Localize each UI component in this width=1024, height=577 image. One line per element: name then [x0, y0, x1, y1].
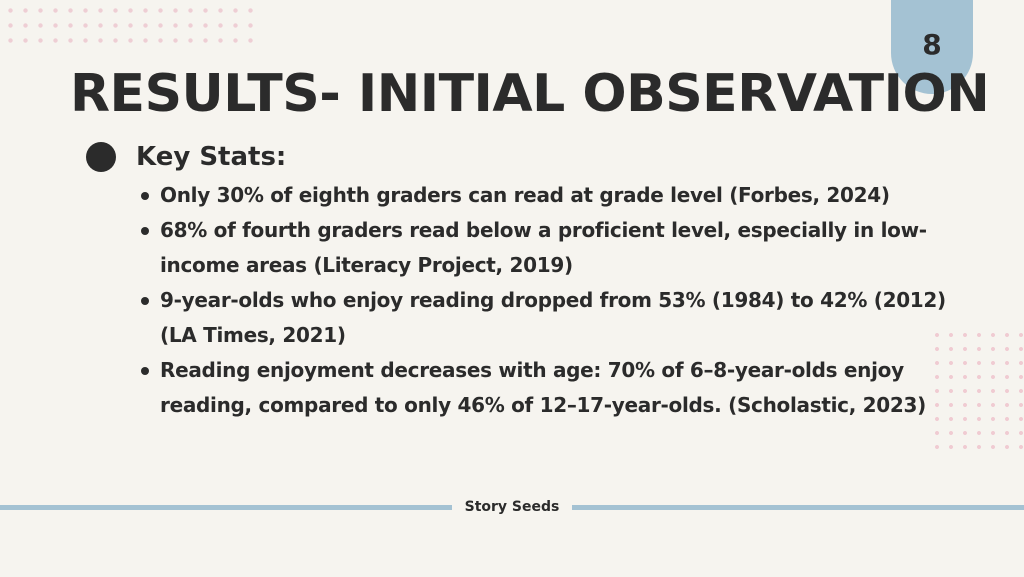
decorative-dots-right	[928, 326, 1024, 456]
footer-label: Story Seeds	[464, 499, 560, 515]
bullet-icon	[141, 367, 149, 375]
stat-item: 9-year-olds who enjoy reading dropped fr…	[141, 283, 960, 353]
stat-item: 68% of fourth graders read below a profi…	[141, 213, 960, 283]
bullet-icon	[141, 192, 149, 200]
bullet-icon	[141, 227, 149, 235]
stats-list: Only 30% of eighth graders can read at g…	[141, 178, 960, 423]
stat-text: 9-year-olds who enjoy reading dropped fr…	[160, 288, 946, 347]
footer-divider-right	[572, 505, 1024, 510]
stat-text: Only 30% of eighth graders can read at g…	[160, 183, 890, 207]
bullet-icon	[86, 142, 116, 172]
stat-text: Reading enjoyment decreases with age: 70…	[160, 358, 926, 417]
key-stats-label: Key Stats:	[136, 142, 287, 172]
bullet-icon	[141, 297, 149, 305]
stat-item: Reading enjoyment decreases with age: 70…	[141, 353, 960, 423]
footer-divider-left	[0, 505, 452, 510]
stat-item: Only 30% of eighth graders can read at g…	[141, 178, 960, 213]
page-number-tab: 8	[891, 0, 973, 94]
stat-text: 68% of fourth graders read below a profi…	[160, 218, 927, 277]
slide-title: RESULTS- INITIAL OBSERVATION	[70, 64, 990, 124]
page-number: 8	[922, 27, 942, 61]
key-stats-heading: Key Stats:	[86, 138, 286, 176]
decorative-dots-top	[0, 0, 260, 52]
